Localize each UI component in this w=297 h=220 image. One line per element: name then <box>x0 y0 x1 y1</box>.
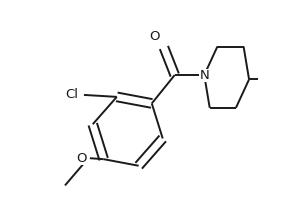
Text: O: O <box>150 30 160 43</box>
Text: Cl: Cl <box>66 88 78 101</box>
Text: O: O <box>76 152 87 165</box>
Text: N: N <box>199 68 209 82</box>
